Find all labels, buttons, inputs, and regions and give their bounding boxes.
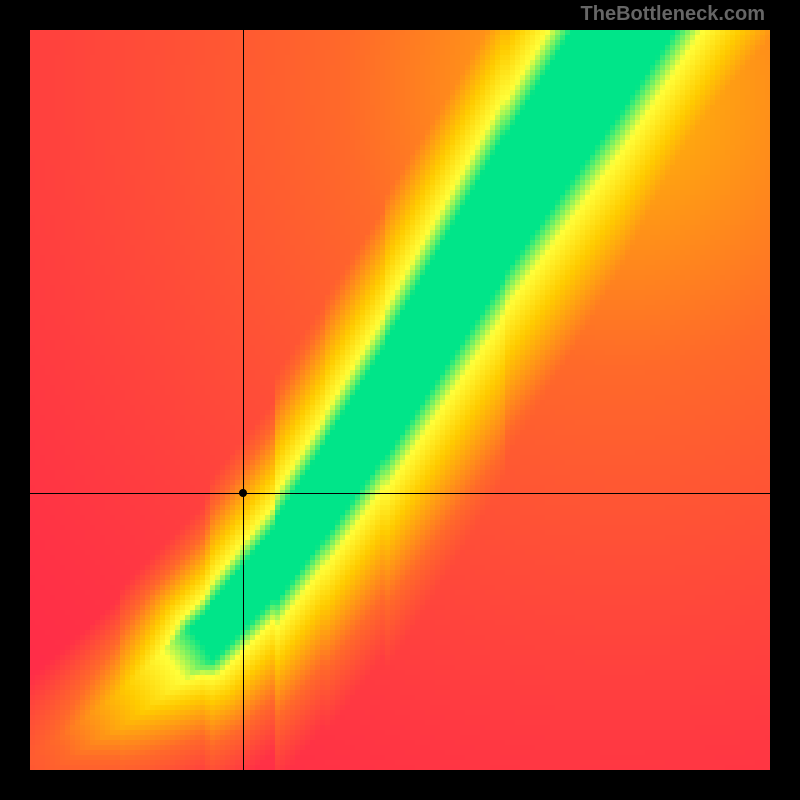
- crosshair-horizontal: [30, 493, 770, 494]
- plot-area: [30, 30, 770, 770]
- crosshair-point: [239, 489, 247, 497]
- watermark-text: TheBottleneck.com: [581, 3, 765, 26]
- chart-outer: TheBottleneck.com: [0, 0, 800, 800]
- heatmap-canvas: [30, 30, 770, 770]
- crosshair-vertical: [243, 30, 244, 770]
